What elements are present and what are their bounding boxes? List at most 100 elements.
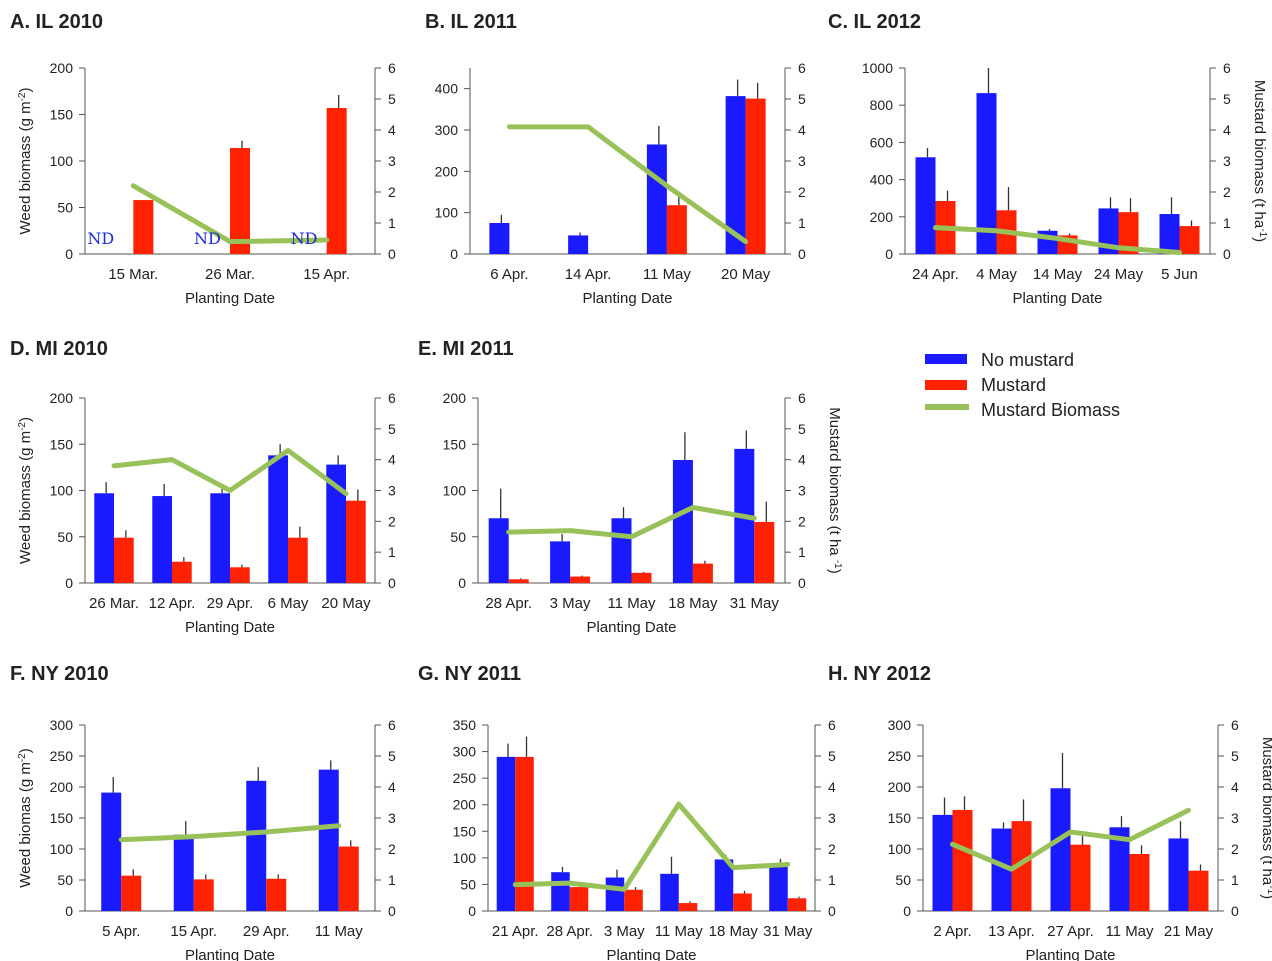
left-tick-label: 400 <box>435 81 459 97</box>
panel-f: F. NY 2010 0 50 100 150 200 250 300 0 1 2 3 4 5 6 5 Apr… <box>10 663 396 961</box>
annotation-nd: ND <box>291 229 318 248</box>
bar-mustard <box>1070 844 1091 911</box>
left-tick-label: 150 <box>50 436 74 452</box>
right-tick-label: 1 <box>798 215 806 231</box>
bar-no-mustard <box>551 872 570 911</box>
left-tick-label: 50 <box>57 872 73 888</box>
annotation-nd: ND <box>194 229 221 248</box>
right-tick-label: 0 <box>1223 246 1231 262</box>
panel-title: E. MI 2011 <box>418 338 514 360</box>
bar-mustard <box>230 567 250 583</box>
left-tick-label: 250 <box>453 770 477 786</box>
left-tick-label: 300 <box>50 717 74 733</box>
bar-no-mustard <box>488 518 509 583</box>
right-tick-label: 4 <box>798 122 806 138</box>
legend-label-no-mustard: No mustard <box>981 350 1074 370</box>
panel-title: B. IL 2011 <box>425 11 517 33</box>
panel-title: G. NY 2011 <box>418 663 521 685</box>
bar-mustard <box>230 147 250 254</box>
right-tick-label: 0 <box>388 246 396 262</box>
bar-mustard <box>745 98 766 254</box>
left-tick-label: 600 <box>870 134 894 150</box>
right-tick-label: 1 <box>1231 872 1239 888</box>
x-tick-label: 21 Apr. <box>492 923 539 940</box>
y-axis-label-left: Weed biomass (g m-2) <box>17 87 35 234</box>
left-tick-label: 1000 <box>862 60 893 76</box>
line-mustard-biomass <box>118 823 342 843</box>
right-tick-label: 6 <box>798 390 806 406</box>
right-tick-label: 6 <box>1223 60 1231 76</box>
right-tick-label: 4 <box>798 452 806 468</box>
x-tick-label: 12 Apr. <box>149 595 196 612</box>
right-tick-label: 2 <box>798 513 806 529</box>
left-tick-label: 200 <box>50 779 74 795</box>
bar-no-mustard <box>611 518 632 583</box>
x-tick-label: 4 May <box>976 266 1017 283</box>
panel-title: F. NY 2010 <box>10 663 109 685</box>
right-tick-label: 2 <box>1223 184 1231 200</box>
right-tick-label: 5 <box>1231 748 1239 764</box>
right-tick-label: 4 <box>1223 122 1231 138</box>
panel-c: C. IL 2012 0 200 400 600 800 1000 0 1 2 3 4 5 6 24 Apr… <box>828 11 1269 307</box>
bar-mustard <box>624 889 643 911</box>
left-tick-label: 0 <box>65 903 73 919</box>
left-tick-label: 200 <box>888 779 912 795</box>
left-tick-label: 150 <box>50 107 74 123</box>
left-tick-label: 200 <box>870 209 894 225</box>
bar-no-mustard <box>932 814 953 911</box>
right-tick-label: 3 <box>388 810 396 826</box>
x-axis-label: Planting Date <box>582 290 672 307</box>
bar-no-mustard <box>725 96 746 255</box>
bar-mustard <box>346 500 366 583</box>
left-tick-label: 50 <box>57 529 73 545</box>
right-tick-label: 2 <box>388 513 396 529</box>
right-tick-label: 2 <box>798 184 806 200</box>
right-tick-label: 4 <box>828 779 836 795</box>
bar-no-mustard <box>246 780 267 911</box>
bar-no-mustard <box>1159 214 1180 254</box>
right-tick-label: 6 <box>1231 717 1239 733</box>
right-tick-label: 0 <box>388 575 396 591</box>
left-tick-label: 150 <box>453 823 477 839</box>
annotation-nd: ND <box>87 229 114 248</box>
left-tick-label: 100 <box>50 153 74 169</box>
left-tick-label: 0 <box>450 246 458 262</box>
left-tick-label: 0 <box>65 246 73 262</box>
bar-no-mustard <box>173 834 194 911</box>
x-tick-label: 2 Apr. <box>933 923 971 940</box>
x-tick-label: 21 May <box>1164 923 1214 940</box>
bar-mustard <box>569 887 589 911</box>
right-tick-label: 3 <box>828 810 836 826</box>
left-tick-label: 800 <box>870 97 894 113</box>
x-tick-label: 15 Apr. <box>170 923 217 940</box>
legend-label-mustard: Mustard <box>981 375 1046 395</box>
bar-mustard <box>1118 212 1139 254</box>
bar-no-mustard <box>976 93 997 254</box>
x-axis-label: Planting Date <box>1025 947 1115 961</box>
x-tick-label: 26 Mar. <box>205 266 255 283</box>
x-tick-label: 29 Apr. <box>207 595 254 612</box>
line-mustard-biomass <box>933 225 1182 255</box>
bar-no-mustard <box>605 877 625 911</box>
right-tick-label: 0 <box>1231 903 1239 919</box>
bar-mustard <box>1129 853 1150 911</box>
x-tick-label: 20 May <box>321 595 371 612</box>
bar-mustard <box>114 537 134 583</box>
panel-b: B. IL 2011 0 100 200 300 400 0 1 2 3 4 5 6 6 Apr. 14 A… <box>425 11 806 307</box>
left-tick-label: 100 <box>453 850 477 866</box>
bar-no-mustard <box>326 464 346 583</box>
x-tick-label: 5 Jun <box>1161 266 1198 283</box>
right-tick-label: 2 <box>828 841 836 857</box>
y-axis-label-right: Mustard biomass (t ha-1) <box>1259 737 1272 899</box>
left-tick-label: 350 <box>453 717 477 733</box>
right-tick-label: 6 <box>388 717 396 733</box>
left-tick-label: 250 <box>50 748 74 764</box>
bar-mustard <box>172 561 192 583</box>
right-tick-label: 3 <box>798 153 806 169</box>
right-tick-label: 5 <box>798 421 806 437</box>
left-tick-label: 0 <box>458 575 466 591</box>
left-tick-label: 100 <box>443 483 467 499</box>
right-tick-label: 4 <box>388 452 396 468</box>
right-tick-label: 0 <box>798 575 806 591</box>
